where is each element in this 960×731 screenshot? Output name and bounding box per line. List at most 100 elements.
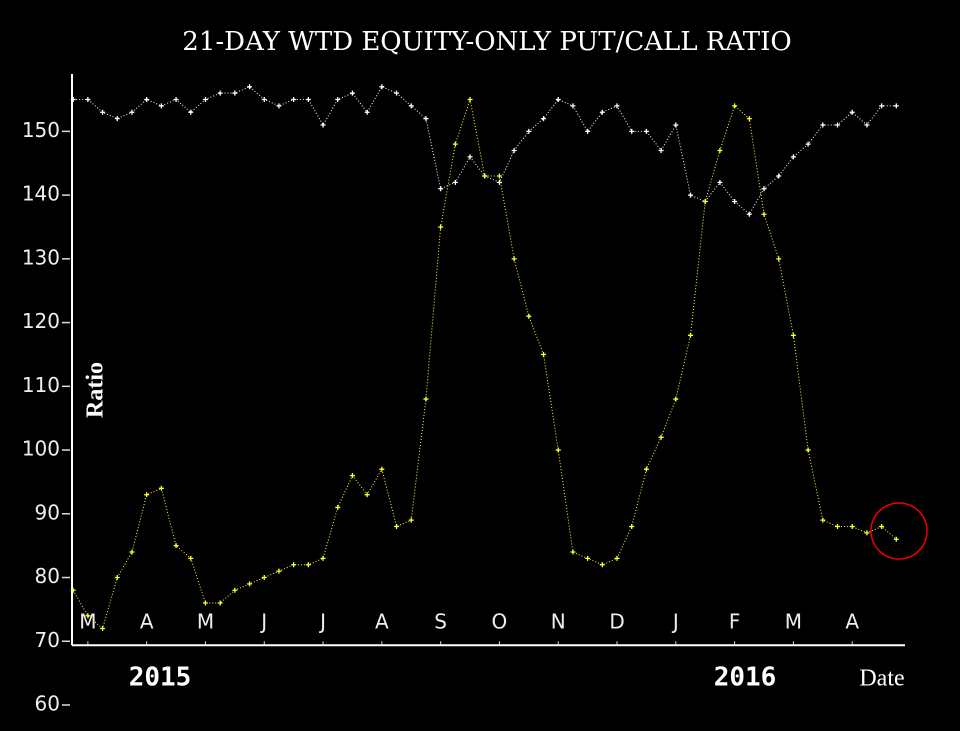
point-marker	[144, 492, 150, 498]
point-marker	[643, 128, 649, 134]
x-tick-label: A	[375, 610, 389, 634]
point-marker	[291, 96, 297, 102]
point-marker	[776, 256, 782, 262]
point-marker	[805, 447, 811, 453]
point-marker	[129, 549, 135, 555]
point-marker	[320, 555, 326, 561]
point-marker	[261, 575, 267, 581]
point-marker	[217, 90, 223, 96]
point-marker	[188, 109, 194, 115]
point-marker	[864, 530, 870, 536]
point-marker	[805, 141, 811, 147]
point-marker	[202, 96, 208, 102]
y-tick-label: 60	[35, 692, 60, 716]
point-marker	[673, 122, 679, 128]
point-marker	[408, 517, 414, 523]
point-marker	[305, 562, 311, 568]
point-marker	[496, 179, 502, 185]
point-marker	[511, 256, 517, 262]
point-marker	[790, 154, 796, 160]
point-marker	[879, 103, 885, 109]
point-marker	[629, 524, 635, 530]
point-marker	[335, 504, 341, 510]
point-marker	[438, 186, 444, 192]
point-marker	[305, 96, 311, 102]
point-marker	[717, 179, 723, 185]
y-axis-label: Ratio	[83, 362, 109, 418]
point-marker	[188, 555, 194, 561]
y-tick-label: 120	[22, 309, 60, 333]
point-marker	[629, 128, 635, 134]
point-marker	[173, 96, 179, 102]
point-marker	[761, 186, 767, 192]
point-marker	[702, 198, 708, 204]
x-axis-label: Date	[859, 666, 904, 692]
point-marker	[202, 600, 208, 606]
point-marker	[144, 96, 150, 102]
point-marker	[335, 96, 341, 102]
point-marker	[291, 562, 297, 568]
y-tick-label: 70	[35, 628, 60, 652]
x-tick-label: J	[671, 610, 679, 634]
point-marker	[496, 173, 502, 179]
point-marker	[276, 568, 282, 574]
point-marker	[688, 332, 694, 338]
point-marker	[158, 103, 164, 109]
point-marker	[893, 103, 899, 109]
point-marker	[879, 524, 885, 530]
point-marker	[100, 626, 106, 632]
point-marker	[173, 543, 179, 549]
point-marker	[85, 613, 91, 619]
point-marker	[217, 600, 223, 606]
y-tick-label: 130	[22, 245, 60, 269]
point-marker	[394, 90, 400, 96]
point-marker	[158, 485, 164, 491]
point-marker	[820, 122, 826, 128]
point-marker	[835, 524, 841, 530]
x-tick-label: A	[140, 610, 154, 634]
point-marker	[541, 116, 547, 122]
point-marker	[261, 96, 267, 102]
x-tick-label: A	[845, 610, 859, 634]
point-marker	[511, 147, 517, 153]
point-marker	[482, 173, 488, 179]
point-marker	[849, 524, 855, 530]
y-tick-label: 80	[35, 564, 60, 588]
point-marker	[570, 103, 576, 109]
point-marker	[364, 492, 370, 498]
point-marker	[379, 466, 385, 472]
point-marker	[364, 109, 370, 115]
point-marker	[893, 536, 899, 542]
point-marker	[232, 587, 238, 593]
point-marker	[673, 396, 679, 402]
point-marker	[232, 90, 238, 96]
x-tick-label: D	[609, 610, 624, 634]
point-marker	[599, 109, 605, 115]
y-tick-label: 90	[35, 500, 60, 524]
point-marker	[467, 96, 473, 102]
point-marker	[614, 103, 620, 109]
y-tick-label: 150	[22, 118, 60, 142]
point-marker	[129, 109, 135, 115]
point-marker	[452, 141, 458, 147]
year-label: 2016	[714, 663, 777, 693]
point-marker	[776, 173, 782, 179]
x-tick-label: O	[492, 610, 508, 634]
point-marker	[717, 147, 723, 153]
point-marker	[541, 351, 547, 357]
x-tick-label: F	[729, 610, 741, 634]
point-marker	[100, 109, 106, 115]
point-marker	[452, 179, 458, 185]
point-marker	[658, 434, 664, 440]
point-marker	[423, 116, 429, 122]
chart-title: 21-DAY WTD EQUITY-ONLY PUT/CALL RATIO	[182, 27, 791, 57]
point-marker	[114, 575, 120, 581]
point-marker	[643, 466, 649, 472]
x-tick-label: J	[259, 610, 267, 634]
point-marker	[555, 96, 561, 102]
point-marker	[379, 84, 385, 90]
point-marker	[555, 447, 561, 453]
point-marker	[614, 555, 620, 561]
point-marker	[438, 224, 444, 230]
point-marker	[835, 122, 841, 128]
